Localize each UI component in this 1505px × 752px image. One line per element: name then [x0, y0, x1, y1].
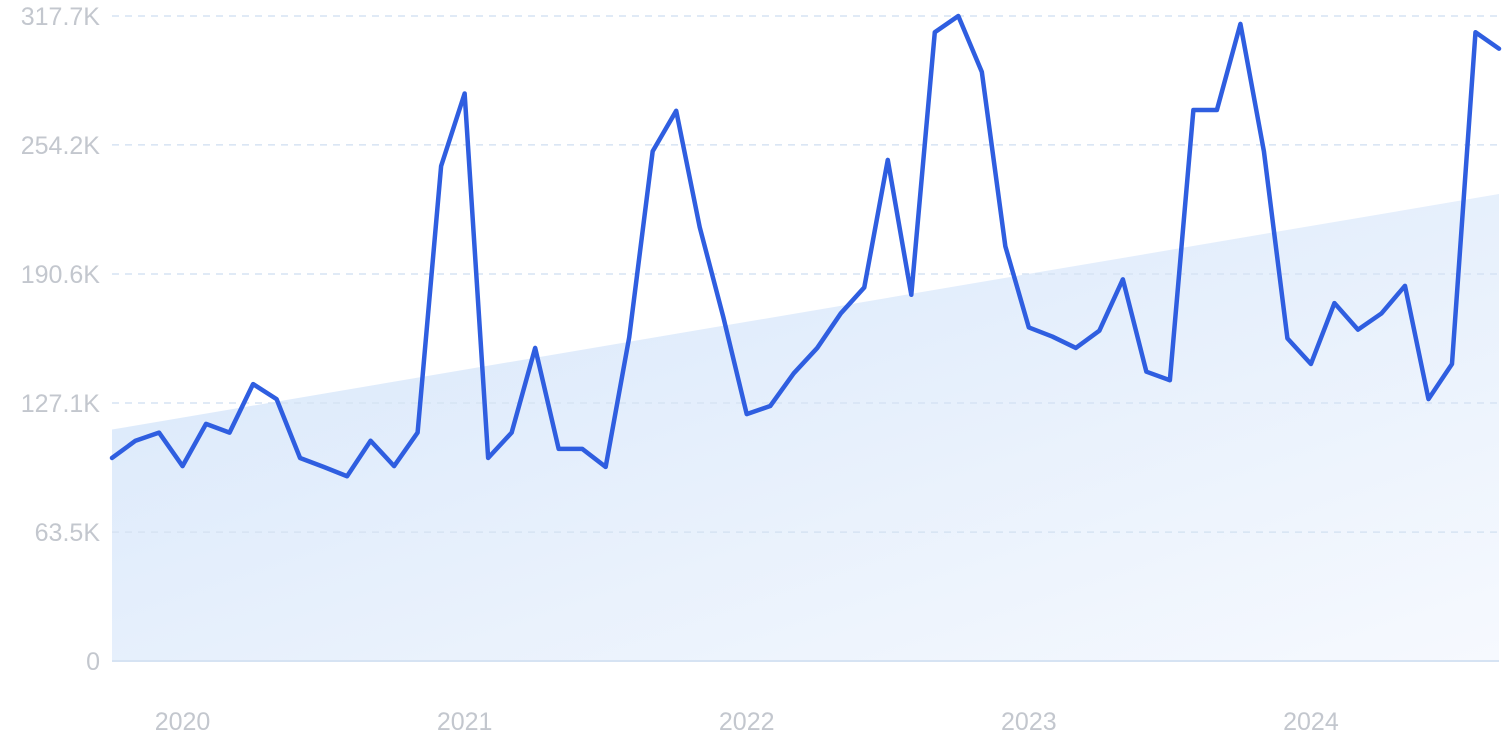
data-point[interactable]	[932, 29, 938, 35]
data-point[interactable]	[1425, 396, 1431, 402]
data-point[interactable]	[156, 430, 162, 436]
data-point[interactable]	[838, 310, 844, 316]
data-point[interactable]	[1096, 328, 1102, 334]
data-point[interactable]	[1120, 276, 1126, 282]
data-point[interactable]	[650, 148, 656, 154]
data-point[interactable]	[368, 438, 374, 444]
data-point[interactable]	[1496, 46, 1502, 52]
data-point[interactable]	[1002, 243, 1008, 249]
data-point[interactable]	[180, 463, 186, 469]
data-point[interactable]	[1190, 107, 1196, 113]
data-point[interactable]	[532, 345, 538, 351]
data-point[interactable]	[1214, 107, 1220, 113]
data-point[interactable]	[109, 455, 115, 461]
data-point[interactable]	[274, 396, 280, 402]
data-point[interactable]	[673, 108, 679, 114]
data-point[interactable]	[1143, 369, 1149, 375]
data-point[interactable]	[720, 314, 726, 320]
data-point[interactable]	[1026, 324, 1032, 330]
data-point[interactable]	[1378, 310, 1384, 316]
data-point[interactable]	[579, 446, 585, 452]
data-point[interactable]	[1449, 361, 1455, 367]
data-point[interactable]	[885, 157, 891, 163]
x-axis-ticks: 2020 2021 2022 2023 2024	[155, 708, 1339, 736]
data-point[interactable]	[415, 430, 421, 436]
data-point[interactable]	[462, 91, 468, 97]
y-axis-ticks: 0 63.5K 127.1K 190.6K 254.2K 317.7K	[21, 3, 101, 676]
data-point[interactable]	[250, 381, 256, 387]
data-point[interactable]	[603, 464, 609, 470]
data-point[interactable]	[203, 421, 209, 427]
data-point[interactable]	[955, 13, 961, 19]
data-point[interactable]	[1331, 300, 1337, 306]
data-point[interactable]	[1237, 21, 1243, 27]
data-point[interactable]	[297, 455, 303, 461]
data-point[interactable]	[1355, 327, 1361, 333]
data-point[interactable]	[1402, 283, 1408, 289]
x-tick-label: 2020	[155, 708, 211, 736]
data-point[interactable]	[908, 292, 914, 298]
y-tick-label: 254.2K	[21, 132, 101, 160]
x-tick-label: 2023	[1001, 708, 1057, 736]
trend-area-layer	[112, 194, 1499, 661]
y-tick-label: 190.6K	[21, 261, 101, 289]
data-point[interactable]	[697, 224, 703, 230]
y-tick-label: 317.7K	[21, 3, 101, 31]
data-point[interactable]	[321, 464, 327, 470]
trend-area	[112, 194, 1499, 661]
data-point[interactable]	[391, 463, 397, 469]
y-tick-label: 63.5K	[35, 519, 101, 547]
data-point[interactable]	[344, 473, 350, 479]
x-tick-label: 2024	[1283, 708, 1339, 736]
data-point[interactable]	[861, 284, 867, 290]
series-line	[109, 13, 1502, 479]
data-point[interactable]	[556, 446, 562, 452]
data-point[interactable]	[1261, 148, 1267, 154]
grid-lines	[112, 15, 1499, 662]
y-tick-label: 127.1K	[21, 390, 101, 418]
x-tick-label: 2021	[437, 708, 493, 736]
data-point[interactable]	[509, 430, 515, 436]
data-point[interactable]	[814, 345, 820, 351]
series-layer	[109, 13, 1502, 479]
x-tick-label: 2022	[719, 708, 775, 736]
data-point[interactable]	[485, 455, 491, 461]
data-point[interactable]	[1049, 334, 1055, 340]
y-tick-label: 0	[86, 648, 100, 676]
data-point[interactable]	[438, 163, 444, 169]
data-point[interactable]	[744, 411, 750, 417]
data-point[interactable]	[1472, 29, 1478, 35]
data-point[interactable]	[1073, 345, 1079, 351]
data-point[interactable]	[227, 430, 233, 436]
data-point[interactable]	[1308, 361, 1314, 367]
data-point[interactable]	[1167, 377, 1173, 383]
data-point[interactable]	[1284, 335, 1290, 341]
data-point[interactable]	[626, 334, 632, 340]
data-point[interactable]	[133, 438, 139, 444]
data-point[interactable]	[979, 69, 985, 75]
data-point[interactable]	[767, 403, 773, 409]
data-point[interactable]	[791, 370, 797, 376]
